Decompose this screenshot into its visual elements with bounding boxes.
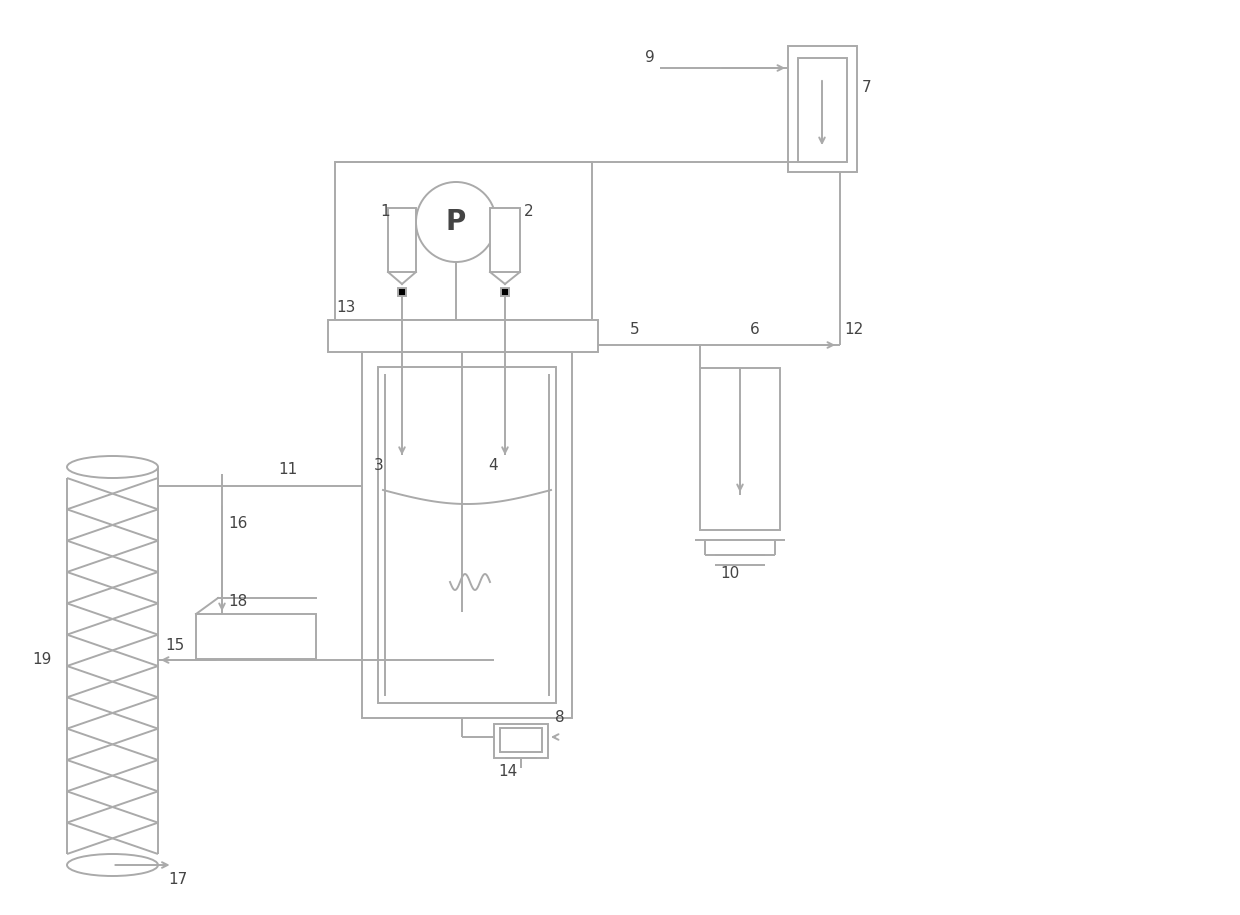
Bar (388, 208, 415, 272)
Text: 19: 19 (32, 652, 51, 668)
Bar (501, 288, 508, 296)
Bar (494, 724, 548, 758)
Bar (799, 58, 847, 162)
Text: 5: 5 (630, 322, 640, 338)
Bar (701, 368, 780, 530)
Ellipse shape (67, 854, 157, 876)
Bar (398, 288, 405, 296)
Bar (490, 208, 520, 272)
Text: 8: 8 (556, 711, 564, 726)
Text: 16: 16 (228, 516, 247, 532)
Text: 6: 6 (750, 322, 760, 338)
Bar (196, 614, 316, 659)
Bar (378, 367, 556, 703)
Text: 7: 7 (862, 81, 872, 95)
Text: 4: 4 (489, 458, 497, 473)
Bar (329, 320, 598, 352)
Text: 2: 2 (525, 204, 533, 220)
Text: 1: 1 (379, 204, 389, 220)
Text: 3: 3 (374, 458, 383, 473)
Text: 18: 18 (228, 594, 247, 608)
Bar (500, 728, 542, 752)
Text: 10: 10 (720, 566, 739, 582)
Text: 12: 12 (844, 322, 863, 338)
Circle shape (415, 182, 496, 262)
Text: P: P (446, 208, 466, 236)
Text: 14: 14 (498, 765, 517, 780)
Bar (787, 46, 857, 172)
Text: 13: 13 (336, 300, 356, 316)
Text: 11: 11 (278, 462, 298, 478)
Bar (335, 162, 591, 320)
Text: 17: 17 (167, 873, 187, 888)
Text: 9: 9 (645, 50, 655, 66)
Text: 15: 15 (165, 639, 185, 653)
Ellipse shape (67, 456, 157, 478)
Bar (362, 352, 572, 718)
